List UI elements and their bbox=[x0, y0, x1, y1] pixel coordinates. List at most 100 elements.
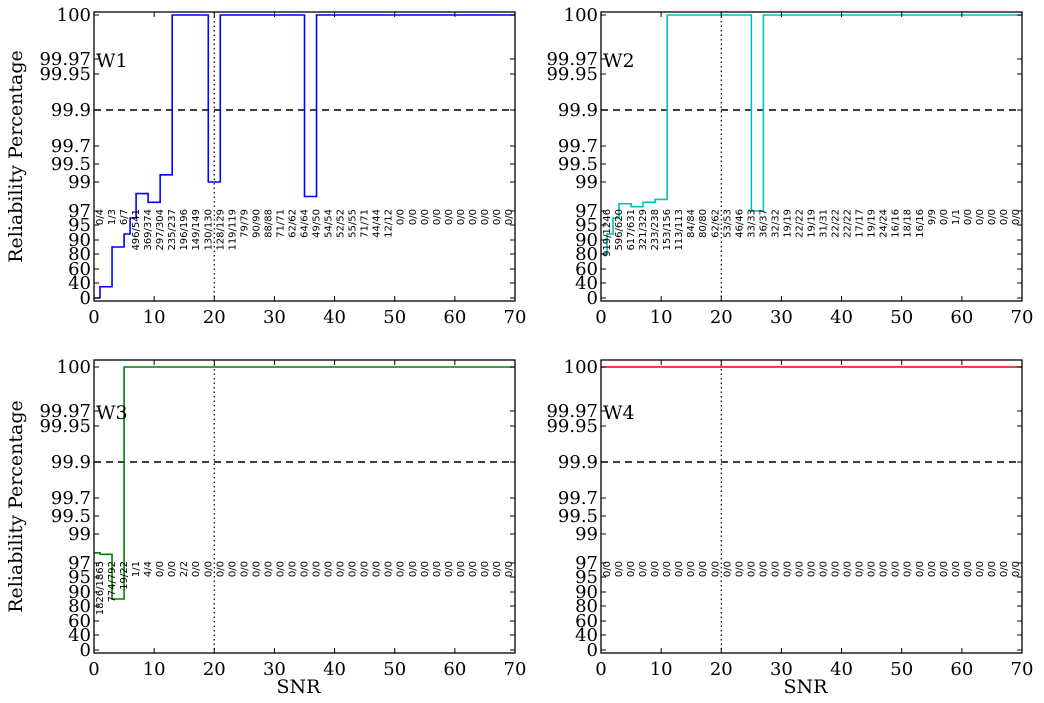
x-axis-label: SNR bbox=[784, 676, 829, 698]
count-annotation: 32/32 bbox=[770, 209, 781, 238]
y-tick-label: 90 bbox=[575, 582, 598, 603]
count-annotation: 0/0 bbox=[903, 561, 914, 577]
count-annotation: 0/0 bbox=[239, 561, 250, 577]
y-tick-label: 97 bbox=[575, 201, 598, 222]
count-annotation: 0/0 bbox=[396, 209, 407, 225]
panel-w1: 0/4 1/3 6/7 496/541 369/374 297/304 235/237 196… bbox=[5, 5, 526, 328]
count-annotation: 0/0 bbox=[722, 561, 733, 577]
count-annotation: 0/0 bbox=[770, 561, 781, 577]
x-tick-label: 0 bbox=[88, 307, 99, 328]
x-tick-label: 20 bbox=[203, 307, 226, 328]
count-annotation: 12/12 bbox=[384, 209, 395, 238]
panel-label: W2 bbox=[603, 50, 635, 72]
y-tick-label: 80 bbox=[575, 244, 598, 265]
x-tick-label: 60 bbox=[950, 659, 973, 680]
count-annotation: 0/0 bbox=[975, 561, 986, 577]
count-annotation: 0/0 bbox=[999, 209, 1010, 225]
x-tick-label: 10 bbox=[650, 307, 673, 328]
count-annotation: 0/0 bbox=[432, 561, 443, 577]
y-tick-label: 95 bbox=[68, 215, 91, 236]
count-annotation: 0/0 bbox=[251, 561, 262, 577]
count-annotation: 0/0 bbox=[456, 209, 467, 225]
count-annotation: 235/237 bbox=[167, 209, 178, 251]
x-tick-label: 50 bbox=[890, 307, 913, 328]
count-annotation: 0/0 bbox=[167, 561, 178, 577]
count-annotation: 0/0 bbox=[324, 561, 335, 577]
y-tick-label: 95 bbox=[575, 215, 598, 236]
count-annotation: 0/0 bbox=[602, 561, 613, 577]
count-annotation: 46/46 bbox=[734, 209, 745, 238]
count-annotation: 31/31 bbox=[819, 209, 830, 238]
x-tick-label: 50 bbox=[890, 659, 913, 680]
count-annotation: 55/55 bbox=[348, 209, 359, 238]
x-tick-label: 60 bbox=[950, 307, 973, 328]
y-tick-label: 100 bbox=[564, 5, 598, 26]
count-annotation: 0/0 bbox=[794, 561, 805, 577]
y-tick-label: 99.97 bbox=[39, 49, 91, 70]
y-tick-label: 99.5 bbox=[51, 154, 91, 175]
plot-frame bbox=[93, 359, 516, 654]
x-tick-label: 30 bbox=[263, 659, 286, 680]
count-annotation: 17/17 bbox=[855, 209, 866, 238]
count-annotation: 16/16 bbox=[891, 209, 902, 238]
count-annotation: 0/0 bbox=[468, 561, 479, 577]
x-tick-label: 20 bbox=[203, 659, 226, 680]
y-tick-label: 60 bbox=[68, 611, 91, 632]
y-tick-label: 99.5 bbox=[558, 506, 598, 527]
count-annotation: 774/792 bbox=[107, 561, 118, 603]
count-annotation: 1/1 bbox=[951, 209, 962, 225]
series-line bbox=[601, 14, 1022, 255]
y-tick-label: 99.97 bbox=[546, 401, 598, 422]
count-annotation: 0/0 bbox=[203, 561, 214, 577]
count-annotation: 19/19 bbox=[782, 209, 793, 238]
count-annotation: 0/0 bbox=[662, 561, 673, 577]
x-tick-label: 10 bbox=[143, 659, 166, 680]
count-annotation: 0/0 bbox=[855, 561, 866, 577]
count-annotation: 0/0 bbox=[215, 561, 226, 577]
count-annotation: 0/0 bbox=[492, 209, 503, 225]
series-line bbox=[94, 14, 515, 299]
count-annotation: 22/22 bbox=[831, 209, 842, 238]
count-annotation: 919/1246 bbox=[602, 209, 613, 257]
panel-w3: 1826/1865 774/792 19/22 1/1 4/4 0/0 0/0 2/2 0/0 0… bbox=[5, 357, 526, 698]
count-annotation: 0/0 bbox=[336, 561, 347, 577]
count-annotation: 0/0 bbox=[420, 561, 431, 577]
y-tick-label: 0 bbox=[587, 288, 598, 309]
count-annotation: 0/0 bbox=[831, 561, 842, 577]
count-annotation: 6/7 bbox=[119, 209, 130, 225]
x-tick-label: 20 bbox=[710, 659, 733, 680]
count-annotation: 0/0 bbox=[275, 561, 286, 577]
count-annotation: 24/24 bbox=[879, 209, 890, 238]
y-tick-label: 99.95 bbox=[546, 64, 598, 85]
y-tick-label: 0 bbox=[80, 640, 91, 661]
count-annotation: 19/19 bbox=[867, 209, 878, 238]
y-tick-label: 95 bbox=[575, 567, 598, 588]
count-annotation: 617/631 bbox=[626, 209, 637, 251]
count-annotation: 22/22 bbox=[794, 209, 805, 238]
x-tick-label: 30 bbox=[770, 307, 793, 328]
x-tick-label: 0 bbox=[595, 659, 606, 680]
y-tick-label: 99.9 bbox=[558, 452, 598, 473]
count-annotation: 0/0 bbox=[891, 561, 902, 577]
count-annotation: 369/374 bbox=[143, 209, 154, 251]
x-tick-label: 40 bbox=[830, 659, 853, 680]
y-tick-label: 40 bbox=[68, 273, 91, 294]
y-tick-label: 99.95 bbox=[546, 416, 598, 437]
count-annotation: 0/0 bbox=[1011, 561, 1022, 577]
count-annotation: 33/33 bbox=[746, 209, 757, 238]
count-annotation: 0/0 bbox=[614, 561, 625, 577]
count-annotation: 0/0 bbox=[987, 209, 998, 225]
count-annotation: 0/0 bbox=[504, 561, 515, 577]
x-tick-label: 70 bbox=[1011, 659, 1034, 680]
count-annotation: 0/0 bbox=[227, 561, 238, 577]
count-annotation: 153/156 bbox=[662, 209, 673, 251]
count-annotation: 130/130 bbox=[203, 209, 214, 251]
series-line bbox=[94, 366, 515, 600]
count-annotation: 128/129 bbox=[215, 209, 226, 251]
count-annotation: 0/0 bbox=[504, 209, 515, 225]
count-annotation: 62/62 bbox=[287, 209, 298, 238]
y-tick-label: 99.7 bbox=[558, 488, 598, 509]
count-annotation: 0/0 bbox=[300, 561, 311, 577]
x-tick-label: 60 bbox=[443, 307, 466, 328]
count-annotation: 0/0 bbox=[819, 561, 830, 577]
